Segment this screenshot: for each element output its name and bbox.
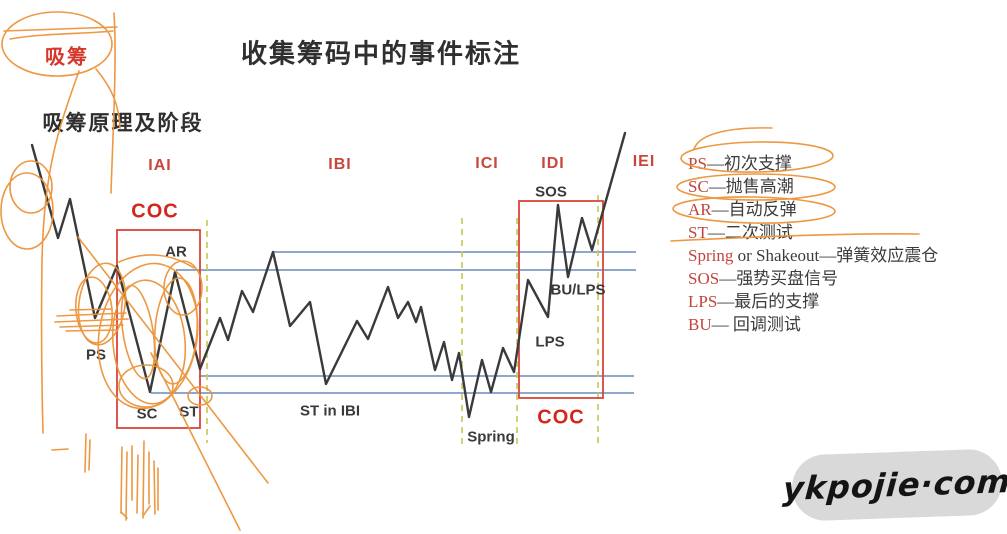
phase-label: IBI	[328, 156, 352, 173]
legend-item-ar: AR—自动反弹	[688, 198, 938, 221]
phase-label: IEI	[632, 153, 656, 170]
phase-label: IAI	[148, 157, 172, 174]
legend-item-bu: BU— 回调测试	[688, 313, 938, 336]
event-label: Spring	[467, 428, 515, 446]
legend-abbr: AR	[688, 200, 712, 219]
page-title: 收集筹码中的事件标注	[240, 38, 522, 69]
legend-desc: —自动反弹	[711, 200, 797, 219]
legend-item-ps: PS—初次支撑	[688, 152, 938, 175]
legend-desc: —二次测试	[707, 223, 793, 242]
legend-abbr: ST	[688, 223, 708, 242]
event-label: ST in IBI	[300, 402, 360, 420]
legend-abbr: Spring	[688, 246, 734, 265]
legend-abbr: PS	[688, 154, 707, 173]
event-label: SOS	[535, 183, 567, 201]
event-label: SC	[136, 405, 158, 423]
event-label: BU/LPS	[550, 281, 606, 299]
event-label: AR	[165, 243, 187, 261]
event-label: ST	[179, 403, 199, 421]
legend-desc: —强势买盘信号	[719, 269, 839, 288]
legend-abbr: SC	[688, 177, 709, 196]
legend-abbr: BU	[688, 315, 712, 334]
coc-label: COC	[131, 200, 179, 223]
legend-item-sos: SOS—强势买盘信号	[688, 267, 938, 290]
legend-item-sc: SC—抛售高潮	[688, 175, 938, 198]
watermark-text: ykpojie·com	[781, 461, 1007, 509]
legend-item-spring: Spring or Shakeout—弹簧效应震仓	[688, 244, 938, 267]
phase-label: ICI	[475, 155, 499, 172]
page-subtitle: 吸筹原理及阶段	[42, 112, 204, 135]
legend-desc: — 回调测试	[711, 315, 801, 334]
legend-item-lps: LPS—最后的支撑	[688, 290, 938, 313]
phase-label: IDI	[541, 155, 565, 172]
event-label: LPS	[535, 333, 565, 351]
accumulation-tag: 吸筹	[45, 46, 89, 69]
legend: PS—初次支撑 SC—抛售高潮 AR—自动反弹 ST—二次测试 Spring o…	[688, 152, 938, 336]
event-label: PS	[85, 346, 107, 364]
coc-label: COC	[537, 406, 585, 429]
legend-desc: —抛售高潮	[708, 177, 794, 196]
legend-desc: or Shakeout—弹簧效应震仓	[733, 246, 939, 265]
legend-abbr: SOS	[688, 269, 720, 288]
legend-desc: —初次支撑	[706, 154, 792, 173]
legend-desc: —最后的支撑	[717, 292, 820, 311]
legend-abbr: LPS	[688, 292, 718, 311]
legend-item-st: ST—二次测试	[688, 221, 938, 244]
watermark-badge: ykpojie·com	[782, 448, 1007, 522]
